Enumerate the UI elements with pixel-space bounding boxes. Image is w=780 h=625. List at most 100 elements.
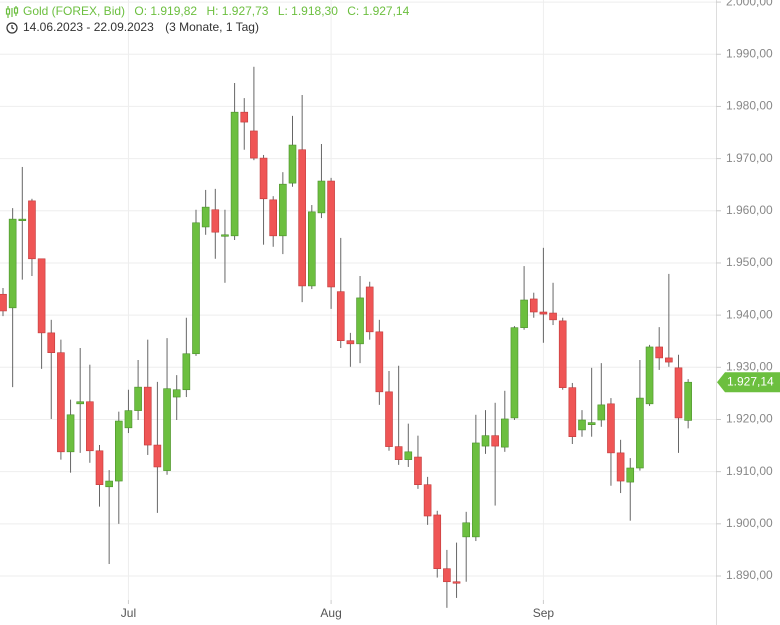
candle-body <box>404 451 413 460</box>
y-tick-label: 1.930,00 <box>726 359 773 373</box>
clock-icon <box>6 22 18 34</box>
candle-body <box>18 218 27 221</box>
candle-body <box>423 484 432 517</box>
instrument: Gold (FOREX, Bid) <box>23 4 125 18</box>
period: (3 Monate, 1 Tag) <box>165 20 259 34</box>
candle-body <box>462 522 471 538</box>
candle-body <box>443 568 451 583</box>
x-tick-label: Aug <box>320 606 341 620</box>
candle-body <box>201 206 210 228</box>
y-tick-label: 2.000,00 <box>726 0 773 8</box>
candle-body <box>182 353 191 391</box>
date-line: 14.06.2023 - 22.09.2023 (3 Monate, 1 Tag… <box>23 20 259 34</box>
ohlc-label: L: 1.918,30 <box>278 4 338 18</box>
candle-body <box>414 456 422 485</box>
date-range: 14.06.2023 - 22.09.2023 <box>23 20 154 34</box>
candle-body <box>597 404 606 421</box>
candle-body <box>317 180 326 214</box>
candle-body <box>8 218 17 309</box>
candle-body <box>57 352 65 453</box>
legend: Gold (FOREX, Bid) O: 1.919,82 H: 1.927,7… <box>5 4 410 34</box>
candle-body <box>211 209 220 233</box>
candle-body <box>636 397 644 469</box>
x-tick-label: Jul <box>121 606 136 620</box>
candle-body <box>616 452 625 482</box>
candle-body <box>288 144 297 184</box>
candle-body <box>568 387 577 437</box>
candle-body <box>86 401 94 452</box>
candle-body <box>250 130 258 159</box>
candle-body <box>37 258 46 334</box>
candle-body <box>529 298 538 313</box>
last-price-marker <box>717 372 780 393</box>
candle-body <box>346 340 355 345</box>
chart-icon <box>5 6 19 18</box>
candle-body <box>433 514 442 569</box>
candle-body <box>105 480 113 488</box>
x-tick-label: Sep <box>533 606 555 620</box>
candle-body <box>539 311 548 315</box>
candle-body <box>558 320 567 388</box>
candle-body <box>491 435 499 447</box>
y-tick-label: 1.940,00 <box>726 307 773 321</box>
header-line: Gold (FOREX, Bid) O: 1.919,82 H: 1.927,7… <box>23 4 410 18</box>
y-tick-label: 1.900,00 <box>726 516 773 530</box>
candle-body <box>587 422 596 425</box>
candle-body <box>385 391 393 447</box>
y-tick-label: 1.950,00 <box>726 255 773 269</box>
candle-body <box>655 346 664 359</box>
candle-body <box>76 401 84 405</box>
candle-body <box>375 331 384 393</box>
candle-body <box>115 420 123 482</box>
candle-body <box>66 414 75 453</box>
candle-body <box>481 435 490 447</box>
ohlc-label: O: 1.919,82 <box>134 4 197 18</box>
candle-body <box>674 367 683 419</box>
candle-body <box>684 381 692 421</box>
candle-body <box>472 442 480 538</box>
candle-body <box>172 389 181 398</box>
candle-body <box>221 234 229 237</box>
candle-body <box>298 149 306 287</box>
candle-body <box>665 357 673 363</box>
candle-body <box>95 450 104 485</box>
candle-body <box>163 388 171 471</box>
ohlc-label: C: 1.927,14 <box>347 4 409 18</box>
candle-body <box>307 211 316 287</box>
candle-body <box>47 332 56 353</box>
candle-body <box>500 418 509 448</box>
candle-body <box>230 111 239 237</box>
last-price-label: 1.927,14 <box>727 374 774 388</box>
candle-body <box>578 419 586 431</box>
candle-body <box>134 386 142 411</box>
candle-body <box>240 111 249 123</box>
y-tick-label: 1.890,00 <box>726 568 773 582</box>
candle-body <box>626 467 635 483</box>
candle-body <box>327 180 335 288</box>
candles <box>0 66 692 608</box>
candle-body <box>645 346 654 405</box>
candle-body <box>394 446 403 460</box>
candle-body <box>153 444 162 468</box>
candle-body <box>510 327 519 419</box>
candle-body <box>0 293 7 312</box>
y-tick-label: 1.980,00 <box>726 99 773 113</box>
candle-body <box>365 286 374 333</box>
y-tick-label: 1.970,00 <box>726 151 773 165</box>
candle-body <box>607 403 615 454</box>
candle-body <box>259 157 268 200</box>
y-tick-label: 1.990,00 <box>726 46 773 60</box>
candle-body <box>452 581 461 584</box>
candle-body <box>279 183 287 237</box>
candle-body <box>124 410 133 429</box>
candle-body <box>356 297 364 345</box>
candle-body <box>549 312 557 321</box>
candle-body <box>192 222 200 355</box>
y-tick-label: 1.910,00 <box>726 464 773 478</box>
candle-body <box>143 386 152 446</box>
candle-body <box>269 199 278 237</box>
y-tick-label: 1.920,00 <box>726 412 773 426</box>
candle-body <box>28 200 36 260</box>
